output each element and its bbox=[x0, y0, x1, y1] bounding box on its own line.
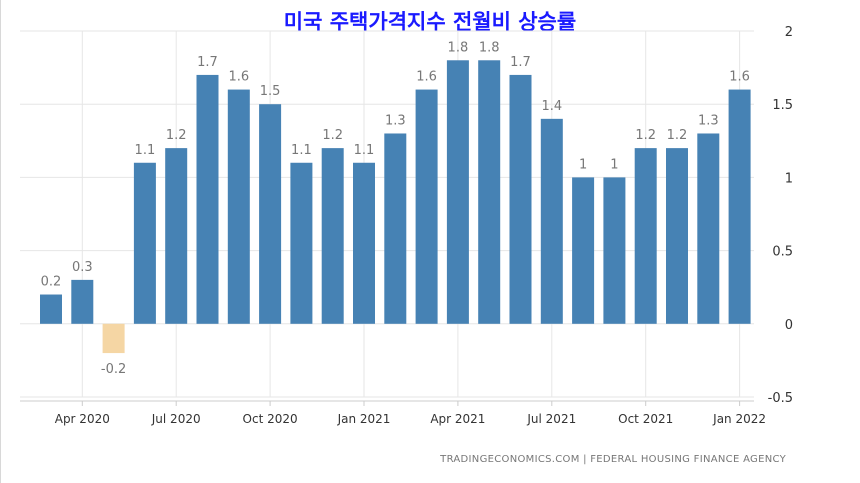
bar bbox=[102, 323, 125, 354]
data-label: 1.2 bbox=[322, 128, 343, 143]
data-label: 1.7 bbox=[510, 55, 531, 70]
bar bbox=[321, 148, 344, 324]
data-label: 1.7 bbox=[197, 55, 218, 70]
data-label: 1.2 bbox=[667, 128, 688, 143]
chart-title: 미국 주택가격지수 전월비 상승률 bbox=[283, 10, 577, 34]
data-label: 1.1 bbox=[291, 143, 312, 158]
bar-layer bbox=[40, 60, 751, 354]
bar bbox=[666, 148, 688, 324]
bar bbox=[446, 60, 469, 324]
data-label: 1.2 bbox=[166, 128, 187, 143]
bar bbox=[259, 104, 282, 324]
axis-layer: 2 1.5 1 0.5 0 -0.5 Apr 2020 Jul 2020 Oct 2020 Jan… bbox=[20, 25, 793, 426]
bar bbox=[290, 162, 313, 324]
bar bbox=[165, 148, 188, 324]
bar bbox=[603, 177, 626, 324]
bar bbox=[71, 279, 94, 324]
frame-left-border bbox=[0, 0, 1, 483]
data-label: 1.1 bbox=[354, 143, 375, 158]
bar bbox=[196, 74, 219, 324]
x-tick-label: Jan 2021 bbox=[337, 412, 391, 426]
source-note: TRADINGECONOMICS.COM | FEDERAL HOUSING F… bbox=[440, 454, 786, 465]
bar bbox=[634, 148, 657, 324]
data-label: 1 bbox=[579, 157, 587, 172]
data-label: 1.1 bbox=[135, 143, 156, 158]
y-tick-label: -0.5 bbox=[768, 391, 793, 406]
x-tick-label: Apr 2020 bbox=[55, 412, 110, 426]
x-tick-label: Apr 2021 bbox=[430, 412, 485, 426]
data-label: 1.3 bbox=[698, 113, 719, 128]
data-label: 1.4 bbox=[541, 99, 562, 114]
data-label: 1.5 bbox=[260, 84, 281, 99]
data-label: 0.2 bbox=[41, 275, 62, 290]
bar bbox=[572, 177, 595, 324]
data-label: -0.2 bbox=[101, 362, 126, 377]
x-tick-label: Jan 2022 bbox=[712, 412, 766, 426]
y-tick-label: 0.5 bbox=[772, 245, 793, 260]
data-label: 1.2 bbox=[635, 128, 656, 143]
bar bbox=[478, 60, 501, 324]
x-tick-label: Oct 2020 bbox=[243, 412, 298, 426]
data-label-layer: 0.2 0.3 -0.2 1.1 1.2 1.7 1.6 1.5 1.1 1.2 1.1 1.3 1.6… bbox=[41, 40, 750, 377]
y-tick-label: 0 bbox=[785, 318, 793, 333]
bar bbox=[728, 89, 751, 324]
data-label: 1.8 bbox=[479, 40, 500, 55]
y-tick-label: 1 bbox=[785, 171, 793, 186]
bar bbox=[133, 162, 156, 324]
data-label: 0.3 bbox=[72, 260, 93, 275]
y-tick-label: 2 bbox=[785, 25, 793, 40]
x-tick-label: Jul 2021 bbox=[526, 412, 576, 426]
data-label: 1.6 bbox=[228, 70, 249, 85]
y-tick-label: 1.5 bbox=[772, 98, 793, 113]
data-label: 1.6 bbox=[729, 70, 750, 85]
bar bbox=[509, 74, 532, 324]
bar bbox=[697, 133, 720, 324]
bar bbox=[40, 294, 62, 324]
x-tick-label: Oct 2021 bbox=[618, 412, 673, 426]
bar bbox=[540, 118, 563, 324]
bar bbox=[415, 89, 438, 324]
bar bbox=[353, 162, 375, 324]
data-label: 1.6 bbox=[416, 70, 437, 85]
data-label: 1.3 bbox=[385, 113, 406, 128]
data-label: 1.8 bbox=[448, 40, 469, 55]
bar bbox=[227, 89, 250, 324]
bar bbox=[384, 133, 407, 324]
data-label: 1 bbox=[610, 157, 618, 172]
x-tick-label: Jul 2020 bbox=[151, 412, 201, 426]
